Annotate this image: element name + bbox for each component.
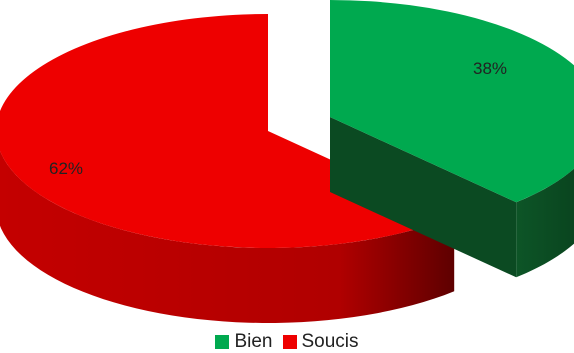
legend-item-soucis: Soucis — [282, 331, 359, 353]
pie-slice-side-soucis — [0, 150, 455, 323]
legend-label-soucis: Soucis — [301, 331, 359, 352]
pie-slice-side-bien — [516, 168, 574, 278]
data-label-soucis: 62% — [49, 159, 83, 178]
legend-item-bien: Bien — [215, 331, 273, 353]
pie-slice-bien — [330, 0, 574, 203]
legend: Bien Soucis — [0, 331, 574, 353]
legend-swatch-bien — [215, 335, 230, 349]
legend-swatch-soucis — [282, 335, 297, 349]
legend-label-bien: Bien — [234, 331, 273, 352]
data-label-bien: 38% — [473, 59, 507, 78]
pie-slice-cut-face-bien — [330, 117, 517, 278]
